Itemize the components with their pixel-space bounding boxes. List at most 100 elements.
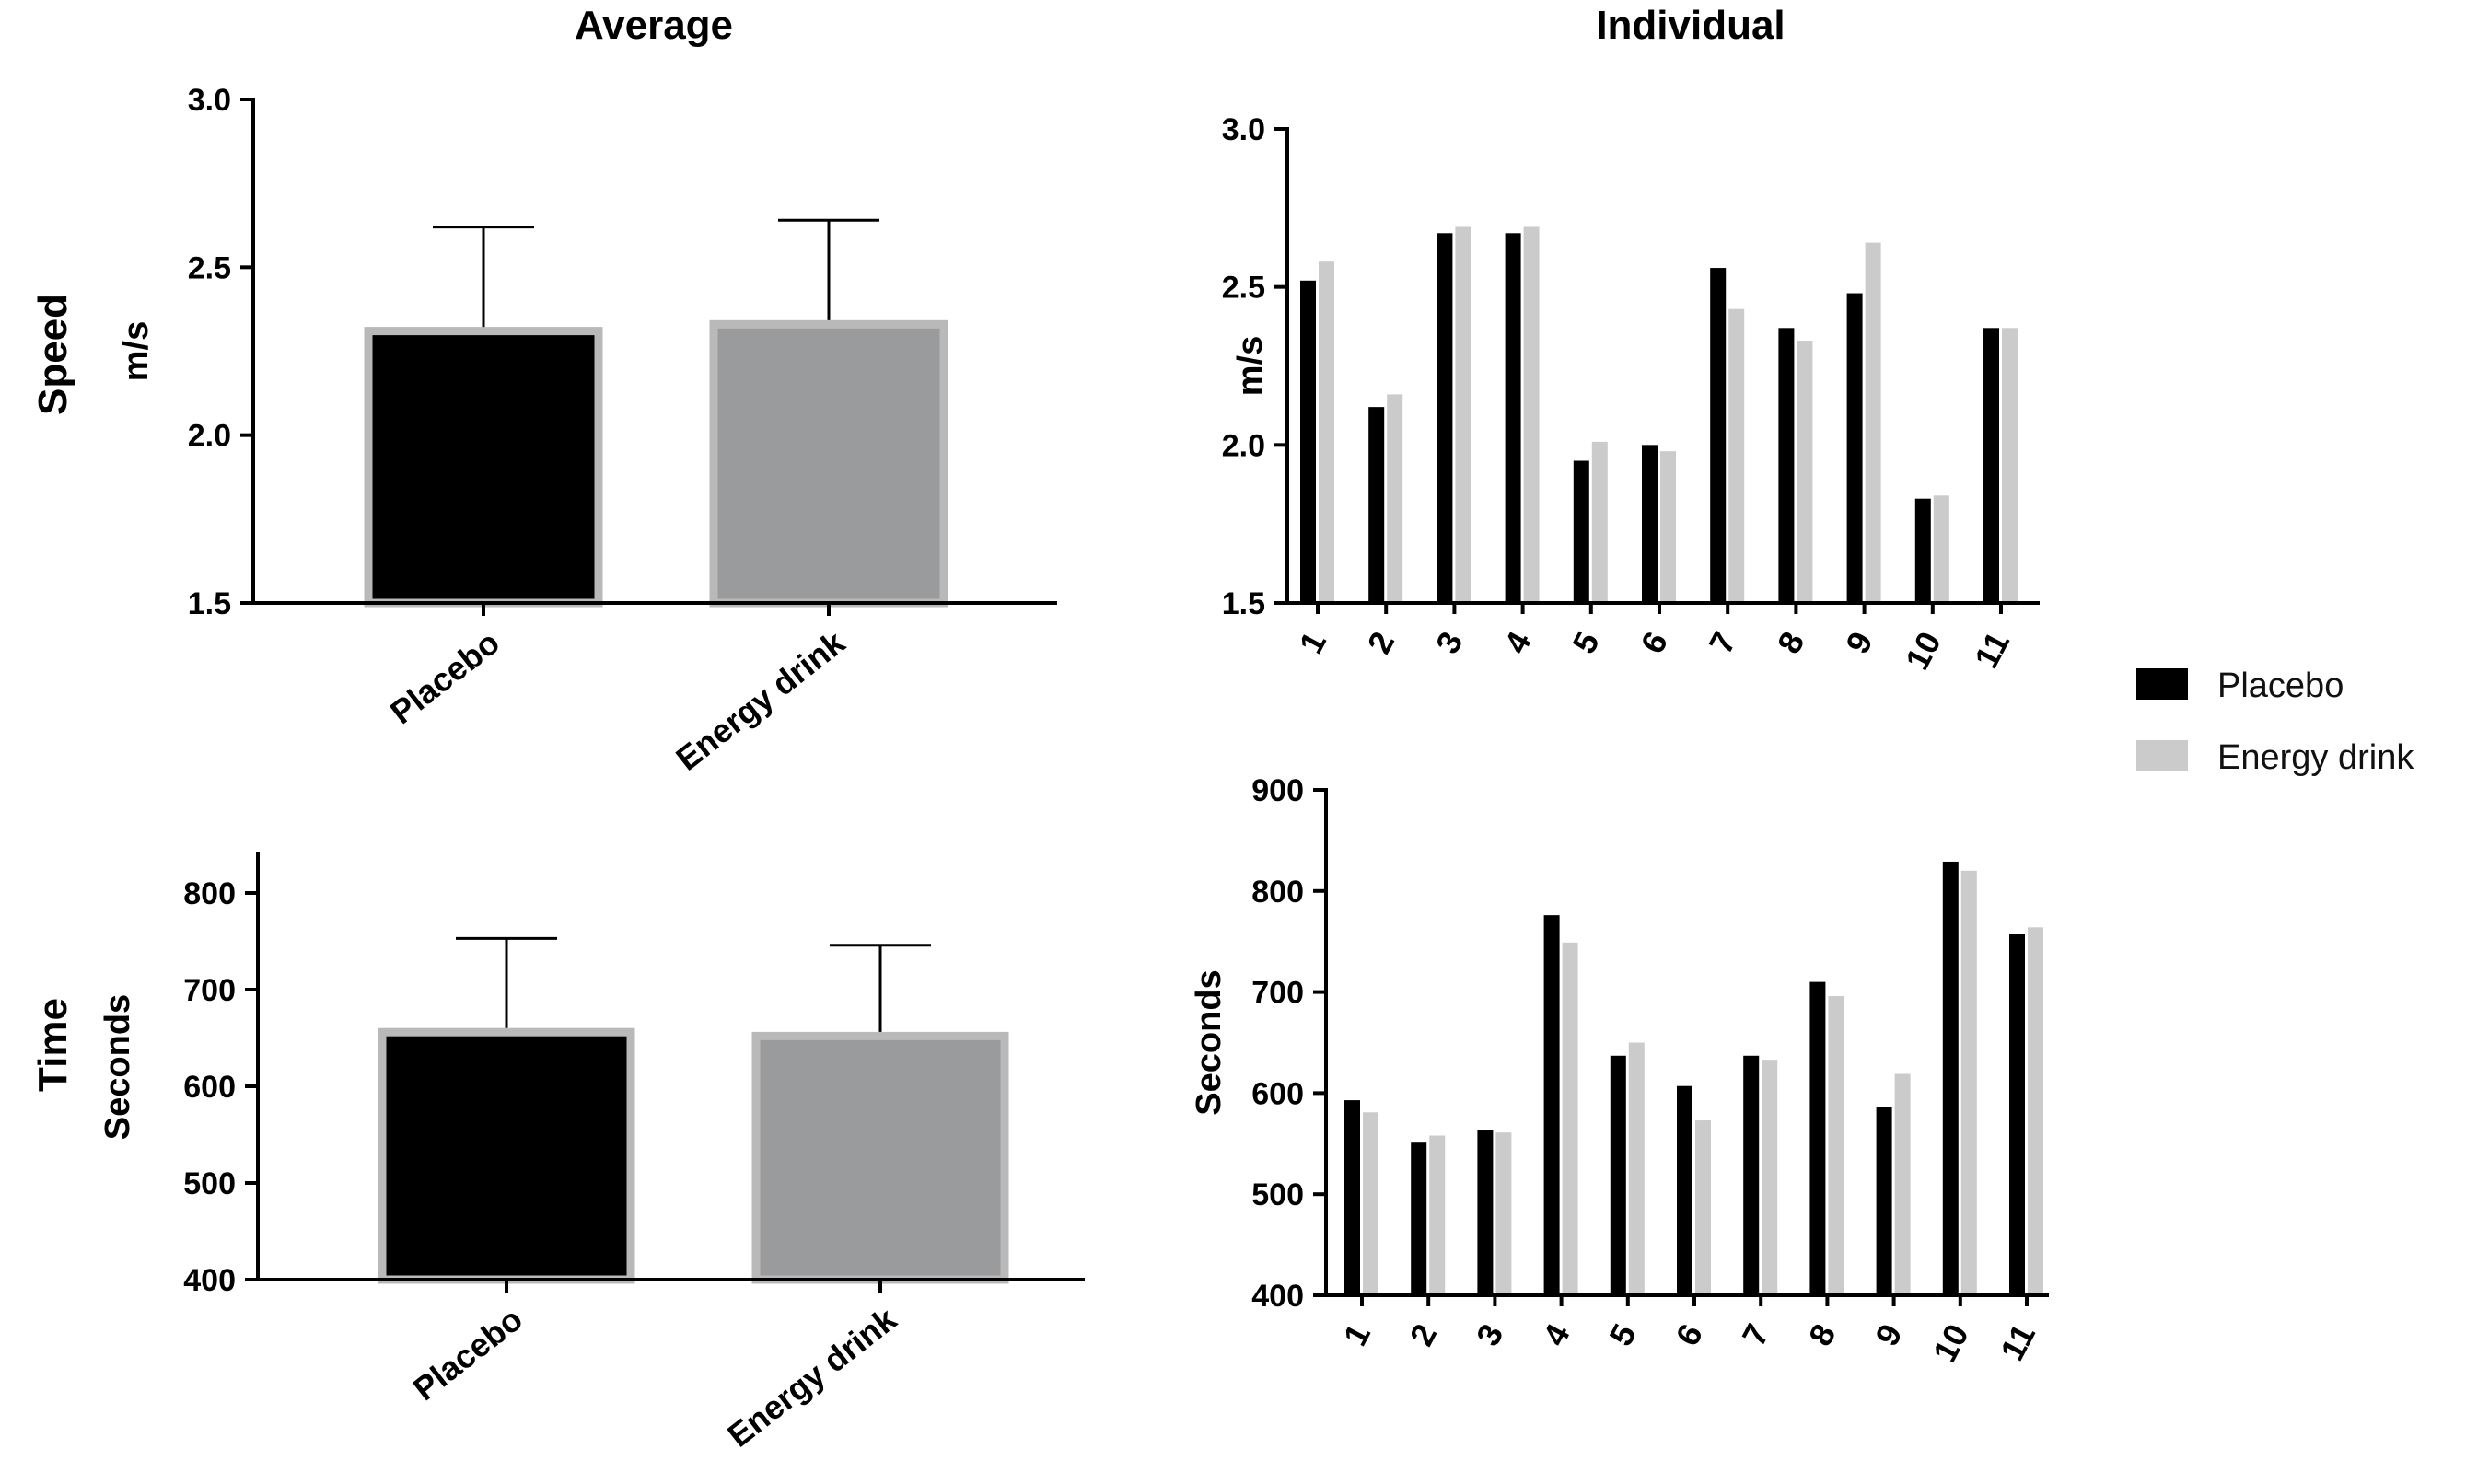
ind_time-bar-placebo-4: [1543, 915, 1560, 1295]
ind_speed-y-tick-label: 2.0: [1222, 428, 1265, 463]
ind_time-bar-energy-drink-9: [1894, 1073, 1911, 1295]
panel-average-time: Placebo Energy drink 400 500 600 700 800 Second…: [99, 852, 1085, 1455]
ind_speed-bar-energy-drink-8: [1797, 341, 1813, 603]
ind_speed-category-label: 5: [1565, 626, 1607, 660]
ind_speed-bar-energy-drink-11: [2002, 328, 2018, 603]
ind_speed-bar-energy-drink-3: [1455, 226, 1471, 603]
ind_speed-bar-placebo-1: [1300, 280, 1316, 603]
ind_speed-bar-placebo-5: [1573, 460, 1589, 603]
ind_speed-bar-placebo-10: [1914, 498, 1931, 603]
ind_speed-bar-placebo-11: [1983, 328, 1999, 603]
avg_speed-y-tick-label: 2.0: [188, 419, 231, 454]
ind_time-bar-placebo-9: [1876, 1107, 1892, 1295]
ind_time-bar-placebo-7: [1743, 1055, 1760, 1295]
avg_speed-category-label: Energy drink: [669, 622, 852, 777]
ind_speed-bar-placebo-7: [1710, 268, 1727, 603]
ind_time-bar-energy-drink-4: [1562, 942, 1578, 1295]
ind_time-bar-energy-drink-2: [1429, 1135, 1446, 1295]
avg_time-category-label: Energy drink: [720, 1299, 903, 1454]
ind_time-y-tick-label: 900: [1251, 773, 1304, 808]
legend-swatch-energy-drink: [2136, 740, 2188, 771]
ind_time-bar-placebo-3: [1477, 1130, 1494, 1295]
avg_speed-y-tick-label: 3.0: [188, 83, 231, 118]
ind_time-bar-placebo-8: [1809, 981, 1826, 1295]
avg_speed-y-tick-label: 1.5: [188, 586, 231, 621]
avg_time-y-tick-label: 800: [183, 876, 236, 911]
avg_time-y-tick-label: 500: [183, 1166, 236, 1201]
ind_speed-y-tick-label: 1.5: [1222, 586, 1265, 621]
ind_speed-y-tick-label: 3.0: [1222, 112, 1265, 147]
avg_time-y-tick-label: 400: [183, 1263, 236, 1298]
avg_speed-bar-placebo: [364, 327, 603, 608]
ind_speed-bar-energy-drink-7: [1728, 308, 1745, 603]
ind_time-category-label: 4: [1535, 1318, 1577, 1352]
legend-swatch-placebo: [2136, 668, 2188, 700]
panel-individual-speed: 1 2 3 4 5 6 7 8 9 10 11 1.5 2.0 2.5 3.0 m/s: [1222, 112, 2040, 676]
legend-label-energy-drink: Energy drink: [2217, 738, 2414, 777]
ind_time-category-label: 2: [1402, 1318, 1445, 1352]
ind_time-bar-placebo-2: [1411, 1142, 1427, 1295]
legend-label-placebo: Placebo: [2217, 667, 2344, 705]
ind_speed-bar-energy-drink-2: [1387, 394, 1403, 603]
ind_time-bar-placebo-11: [2009, 934, 2025, 1295]
ind_time-y-tick-label: 700: [1251, 976, 1304, 1011]
ind_speed-y-axis-title: m/s: [1231, 336, 1270, 396]
ind_time-y-tick-label: 500: [1251, 1177, 1304, 1212]
avg_speed-bar-energy-drink: [709, 319, 948, 608]
panel-individual-time: 1 2 3 4 5 6 7 8 9 10 11 400 500 600 700 800 900 Seconds: [1190, 773, 2049, 1368]
ind_time-bar-energy-drink-1: [1363, 1112, 1378, 1295]
ind_time-y-tick-label: 800: [1251, 875, 1304, 910]
row-label-speed: Speed: [30, 294, 76, 415]
ind_speed-category-label: 4: [1496, 626, 1539, 660]
avg_speed-y-tick-label: 2.5: [188, 250, 231, 285]
ind_time-y-axis-title: Seconds: [1190, 969, 1228, 1115]
ind_time-category-label: 5: [1601, 1318, 1644, 1352]
ind_time-bar-placebo-10: [1942, 861, 1959, 1295]
ind_time-bar-energy-drink-3: [1495, 1132, 1512, 1295]
ind_time-bar-placebo-1: [1344, 1100, 1360, 1295]
ind_time-category-label: 11: [1993, 1318, 2042, 1367]
ind_time-y-tick-label: 600: [1251, 1076, 1304, 1111]
avg_time-category-label: Placebo: [406, 1300, 529, 1408]
ind_speed-bar-energy-drink-1: [1319, 261, 1334, 603]
ind_time-bar-energy-drink-6: [1695, 1120, 1711, 1295]
ind_speed-category-label: 9: [1838, 626, 1880, 660]
ind_speed-y-tick-label: 2.5: [1222, 271, 1265, 306]
ind_time-bar-energy-drink-8: [1828, 995, 1844, 1295]
ind_time-category-label: 6: [1668, 1318, 1710, 1352]
legend: Placebo Energy drink: [2136, 667, 2414, 777]
ind_time-category-label: 7: [1735, 1318, 1777, 1352]
title-individual: Individual: [1596, 3, 1785, 48]
ind_speed-bar-placebo-6: [1642, 445, 1658, 603]
ind_time-y-tick-label: 400: [1251, 1279, 1304, 1314]
ind_speed-bar-energy-drink-4: [1523, 226, 1540, 603]
avg_time-bar-energy-drink: [751, 1031, 1009, 1284]
ind_time-category-label: 3: [1469, 1318, 1511, 1352]
panel-average-speed: Placebo Energy drink 1.5 2.0 2.5 3.0 m/s: [117, 83, 1057, 778]
avg_time-y-axis-title: Seconds: [99, 994, 137, 1140]
ind_speed-category-label: 10: [1898, 626, 1948, 677]
ind_speed-bar-energy-drink-9: [1865, 242, 1881, 603]
ind_speed-category-label: 2: [1360, 626, 1402, 660]
avg_time-y-tick-label: 700: [183, 973, 236, 1008]
ind_time-bar-energy-drink-11: [2028, 927, 2043, 1295]
ind_time-bar-energy-drink-7: [1762, 1060, 1778, 1295]
ind_speed-bar-placebo-9: [1846, 293, 1863, 603]
ind_time-category-label: 1: [1335, 1318, 1378, 1352]
ind_speed-bar-placebo-2: [1368, 407, 1385, 603]
ind_speed-bar-energy-drink-10: [1933, 495, 1949, 603]
ind_speed-bar-energy-drink-6: [1660, 451, 1676, 603]
ind_time-bar-placebo-5: [1610, 1055, 1626, 1295]
ind_speed-category-label: 8: [1770, 626, 1812, 660]
ind_speed-bar-placebo-3: [1437, 233, 1453, 604]
ind_speed-category-label: 11: [1967, 626, 2017, 675]
ind_speed-category-label: 3: [1428, 626, 1471, 660]
avg_time-bar-placebo: [378, 1027, 635, 1284]
ind_speed-bar-energy-drink-5: [1591, 441, 1608, 603]
ind_time-bar-energy-drink-10: [1960, 870, 1977, 1295]
ind_speed-bar-placebo-8: [1778, 328, 1795, 603]
avg_speed-category-label: Placebo: [383, 623, 506, 731]
ind_time-bar-placebo-6: [1677, 1085, 1692, 1295]
avg_time-y-tick-label: 600: [183, 1070, 236, 1105]
ind_speed-bar-placebo-4: [1505, 233, 1521, 604]
